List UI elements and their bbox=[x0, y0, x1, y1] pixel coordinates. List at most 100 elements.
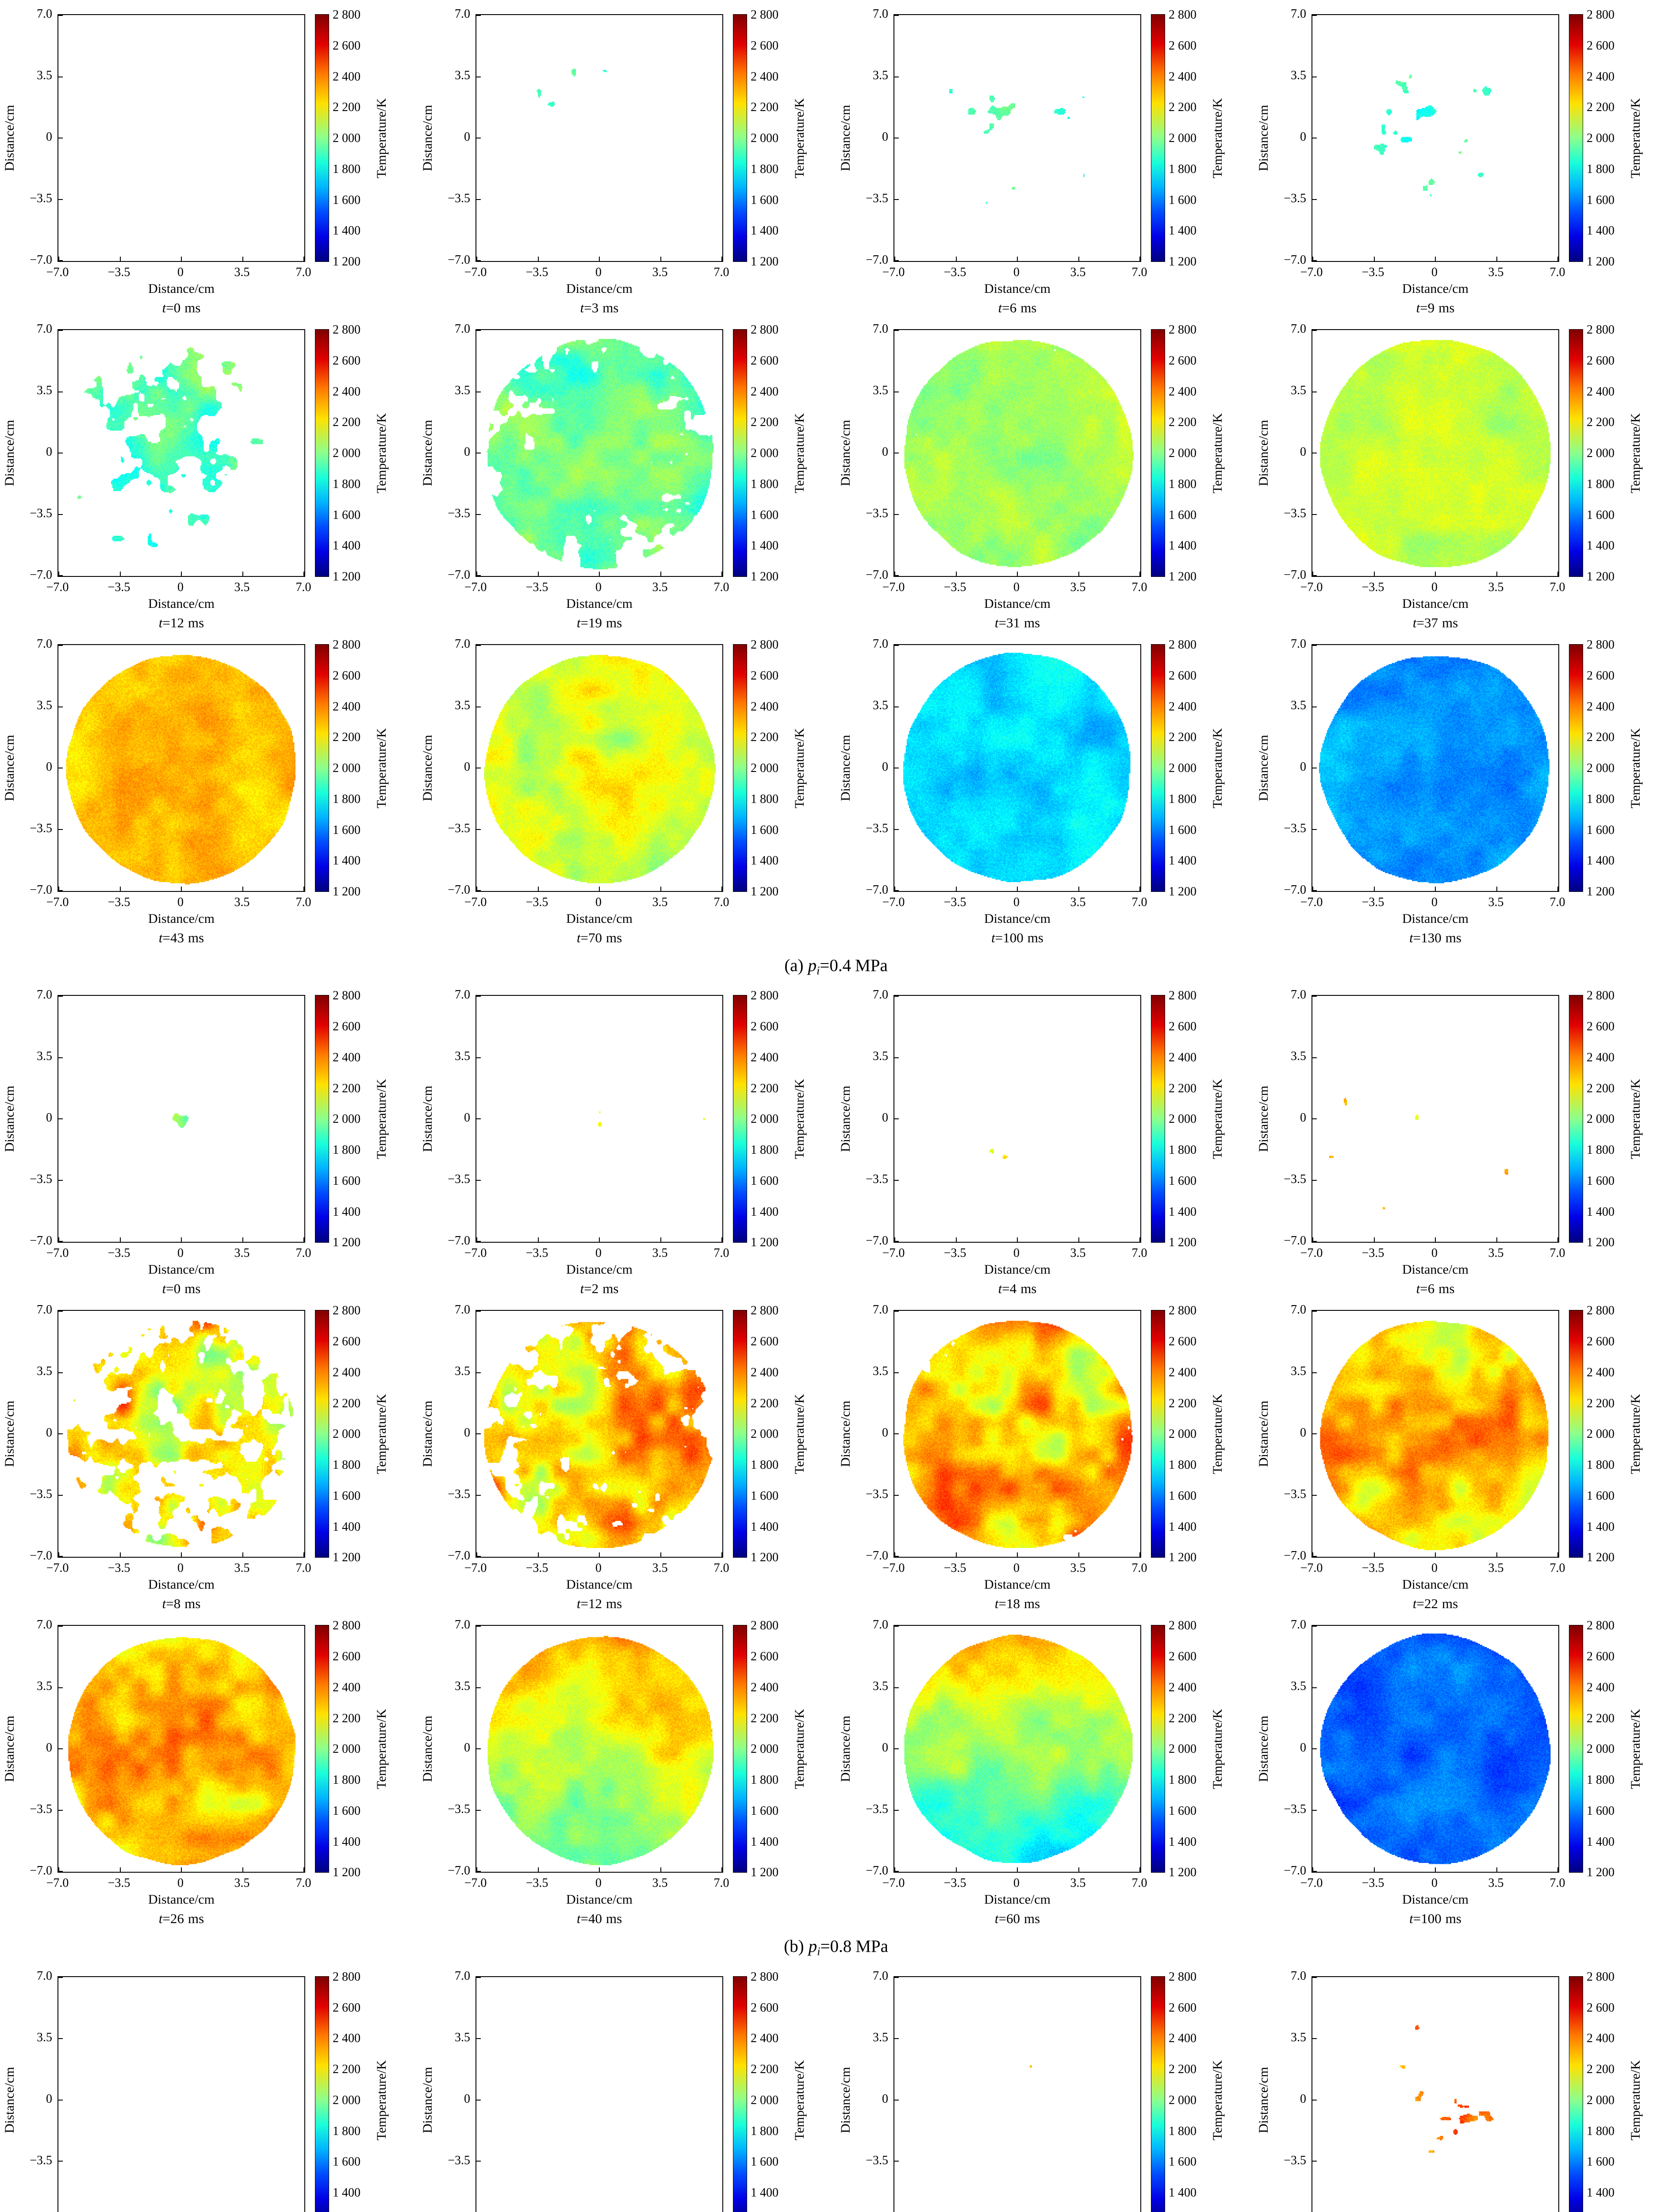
colorbar-tick-label: 2 400 bbox=[751, 69, 778, 84]
colorbar-tick-label: 1 600 bbox=[1169, 2155, 1196, 2169]
time-equals: = bbox=[162, 930, 170, 945]
colorbar-tick-label: 2 800 bbox=[751, 1304, 778, 1318]
colorbar-axis-label: Temperature/K bbox=[1628, 1079, 1643, 1159]
x-tick-mark bbox=[955, 572, 957, 576]
y-tick-mark bbox=[58, 199, 63, 200]
x-tick-label: −7.0 bbox=[882, 895, 905, 909]
colorbar bbox=[315, 1976, 329, 2212]
y-tick-label: 7.0 bbox=[37, 637, 52, 651]
y-tick-mark bbox=[1312, 15, 1317, 16]
colorbar-tick-label: 2 000 bbox=[751, 761, 778, 775]
time-value: 70 bbox=[588, 930, 602, 945]
x-tick-label: 3.5 bbox=[1070, 580, 1086, 594]
colorbar bbox=[1569, 644, 1583, 892]
y-tick-mark bbox=[894, 1372, 899, 1373]
colorbar-tick-label: 2 400 bbox=[1169, 1365, 1196, 1379]
time-unit: ms bbox=[1024, 1911, 1040, 1927]
plot-area bbox=[58, 1310, 305, 1558]
colorbar-tick-label: 1 600 bbox=[751, 1489, 778, 1503]
colorbar-tick-label: 2 000 bbox=[1587, 1742, 1614, 1756]
x-tick-label: 3.5 bbox=[1070, 265, 1086, 279]
y-tick-label: 7.0 bbox=[1291, 7, 1306, 21]
y-tick-label: 3.5 bbox=[1291, 1049, 1306, 1064]
colorbar-tick-label: 1 400 bbox=[1587, 539, 1614, 553]
time-equals: = bbox=[1413, 1911, 1421, 1927]
colorbar-tick-labels: 2 800 2 600 2 400 2 200 2 000 1 800 1 600 1 400… bbox=[333, 989, 373, 1249]
x-tick-label: 0 bbox=[595, 1246, 602, 1260]
y-tick-label: 7.0 bbox=[873, 1303, 888, 1317]
colorbar-tick-label: 1 600 bbox=[1169, 193, 1196, 207]
plot-area bbox=[476, 1976, 723, 2212]
y-tick-label: −7.0 bbox=[30, 568, 52, 582]
x-tick-mark bbox=[599, 1552, 600, 1557]
x-tick-label: 0 bbox=[1013, 265, 1020, 279]
colorbar-tick-label: 1 800 bbox=[1587, 1458, 1614, 1472]
y-tick-mark bbox=[58, 645, 63, 646]
colorbar-tick-label: 1 600 bbox=[751, 823, 778, 837]
temperature-map-canvas bbox=[58, 1626, 304, 1872]
x-tick-label: 3.5 bbox=[1488, 1246, 1504, 1260]
temperature-map-canvas bbox=[58, 15, 304, 261]
y-tick-label: −7.0 bbox=[30, 1864, 52, 1878]
x-tick-labels: −7.0 −3.5 0 3.5 7.0 bbox=[1300, 1876, 1565, 1891]
colorbar-tick-label: 2 600 bbox=[1169, 668, 1196, 683]
colorbar-tick-label: 2 400 bbox=[751, 1365, 778, 1379]
colorbar-tick-label: 1 200 bbox=[1169, 255, 1196, 269]
y-tick-label: 3.5 bbox=[873, 1049, 888, 1064]
caption-index: (a) bbox=[784, 956, 804, 975]
y-axis-label: Distance/cm bbox=[2, 420, 17, 486]
x-tick-label: 3.5 bbox=[652, 1246, 668, 1260]
y-tick-mark bbox=[476, 645, 481, 646]
y-tick-label: −7.0 bbox=[448, 883, 470, 897]
y-axis-label: Distance/cm bbox=[2, 1086, 17, 1152]
x-tick-mark bbox=[303, 887, 304, 891]
y-axis-label: Distance/cm bbox=[1256, 105, 1271, 171]
time-value: 100 bbox=[1421, 1911, 1442, 1927]
time-equals: = bbox=[1002, 1281, 1010, 1297]
y-tick-mark bbox=[894, 1494, 899, 1496]
time-unit: ms bbox=[606, 930, 622, 945]
y-tick-mark bbox=[1312, 1118, 1317, 1120]
colorbar-tick-label: 2 400 bbox=[751, 2032, 778, 2046]
y-axis-label: Distance/cm bbox=[838, 735, 853, 801]
colorbar-tick-label: 1 200 bbox=[333, 885, 360, 899]
x-tick-mark bbox=[58, 1867, 59, 1872]
x-tick-mark bbox=[1496, 887, 1497, 891]
x-tick-label: −3.5 bbox=[943, 580, 966, 594]
caption-pressure-subscript: i bbox=[817, 1944, 821, 1958]
y-tick-label: −3.5 bbox=[30, 1802, 52, 1816]
y-tick-label: 3.5 bbox=[1291, 69, 1306, 82]
y-tick-mark bbox=[894, 1748, 899, 1750]
x-tick-mark bbox=[1435, 1867, 1436, 1872]
x-axis-label: Distance/cm bbox=[148, 1892, 215, 1907]
colorbar-tick-label: 1 200 bbox=[751, 1236, 778, 1250]
colorbar-tick-label: 2 000 bbox=[1587, 1427, 1614, 1441]
heatmap-panel: Distance/cm 7.0 3.5 0 −3.5 −7.0 2 800 2 600 2 40… bbox=[836, 987, 1254, 1302]
colorbar-tick-label: 2 600 bbox=[333, 2001, 360, 2015]
x-tick-label: 7.0 bbox=[1549, 580, 1565, 594]
colorbar bbox=[1151, 644, 1165, 892]
y-tick-mark bbox=[476, 1372, 481, 1373]
colorbar-axis-label: Temperature/K bbox=[374, 1394, 389, 1474]
colorbar-tick-label: 1 200 bbox=[1169, 570, 1196, 584]
time-caption: t=12 ms bbox=[58, 615, 305, 631]
colorbar-tick-labels: 2 800 2 600 2 400 2 200 2 000 1 800 1 600 1 400… bbox=[333, 638, 373, 899]
colorbar-axis-label: Temperature/K bbox=[792, 413, 807, 493]
y-tick-label: −3.5 bbox=[30, 192, 52, 205]
colorbar-tick-label: 2 000 bbox=[1169, 2093, 1196, 2107]
heatmap-panel: Distance/cm 7.0 3.5 0 −3.5 −7.0 2 800 2 600 2 40… bbox=[836, 636, 1254, 951]
plot-area bbox=[58, 1976, 305, 2212]
colorbar-tick-label: 1 800 bbox=[751, 2124, 778, 2138]
y-tick-labels: 7.03.50−3.5−7.0 bbox=[19, 1969, 54, 2212]
colorbar-tick-label: 1 800 bbox=[751, 1143, 778, 1157]
x-tick-mark bbox=[1496, 257, 1497, 261]
group-caption-a: (a) pi=0.4 MPa bbox=[0, 951, 1672, 987]
heatmap-panel: Distance/cm 7.0 3.5 0 −3.5 −7.0 2 800 2 600 2 40… bbox=[418, 987, 836, 1302]
caption-pressure-unit: MPa bbox=[855, 956, 888, 975]
x-tick-label: −3.5 bbox=[1361, 1561, 1384, 1575]
x-tick-mark bbox=[1435, 887, 1436, 891]
y-tick-mark bbox=[1312, 575, 1317, 576]
colorbar-tick-label: 2 800 bbox=[333, 8, 360, 22]
colorbar-tick-label: 1 200 bbox=[1587, 1866, 1614, 1880]
